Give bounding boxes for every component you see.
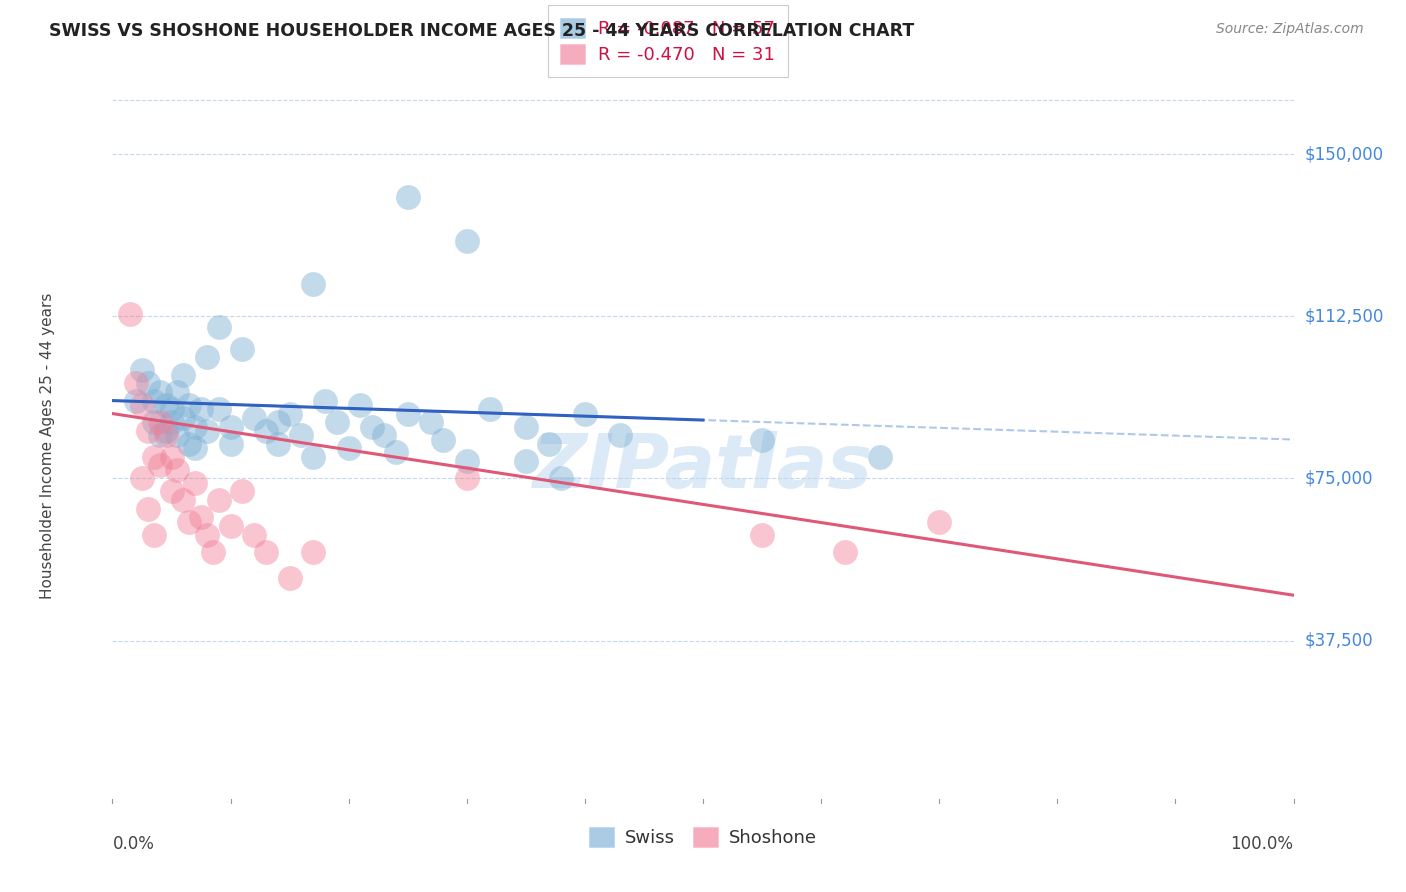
Point	[201, 545, 224, 559]
Text: $150,000: $150,000	[1305, 145, 1384, 163]
Point	[267, 437, 290, 451]
Point	[160, 402, 183, 417]
Point	[869, 450, 891, 464]
Point	[179, 398, 201, 412]
Point	[267, 415, 290, 429]
Point	[538, 437, 561, 451]
Point	[166, 463, 188, 477]
Point	[155, 428, 177, 442]
Point	[361, 419, 384, 434]
Point	[149, 458, 172, 473]
Point	[751, 527, 773, 541]
Point	[125, 376, 148, 391]
Point	[208, 493, 231, 508]
Point	[574, 407, 596, 421]
Point	[254, 424, 277, 438]
Point	[190, 402, 212, 417]
Point	[166, 428, 188, 442]
Point	[149, 415, 172, 429]
Text: 0.0%: 0.0%	[112, 835, 155, 853]
Point	[326, 415, 349, 429]
Point	[172, 493, 194, 508]
Point	[479, 402, 502, 417]
Legend: Swiss, Shoshone: Swiss, Shoshone	[582, 820, 824, 855]
Point	[125, 393, 148, 408]
Point	[142, 527, 165, 541]
Point	[550, 471, 572, 485]
Point	[609, 428, 631, 442]
Point	[166, 384, 188, 399]
Point	[219, 519, 242, 533]
Point	[349, 398, 371, 412]
Point	[155, 424, 177, 438]
Point	[278, 571, 301, 585]
Point	[136, 376, 159, 391]
Point	[302, 277, 325, 291]
Point	[120, 307, 142, 321]
Point	[131, 471, 153, 485]
Point	[751, 433, 773, 447]
Point	[456, 471, 478, 485]
Point	[314, 393, 336, 408]
Point	[160, 450, 183, 464]
Point	[184, 475, 207, 490]
Point	[373, 428, 395, 442]
Point	[160, 484, 183, 499]
Point	[149, 428, 172, 442]
Point	[254, 545, 277, 559]
Point	[432, 433, 454, 447]
Text: ZIPatlas: ZIPatlas	[533, 431, 873, 504]
Text: $75,000: $75,000	[1305, 469, 1374, 487]
Point	[396, 190, 419, 204]
Point	[302, 450, 325, 464]
Point	[142, 415, 165, 429]
Point	[195, 351, 218, 365]
Point	[243, 527, 266, 541]
Point	[302, 545, 325, 559]
Point	[456, 454, 478, 468]
Point	[396, 407, 419, 421]
Point	[131, 398, 153, 412]
Text: 100.0%: 100.0%	[1230, 835, 1294, 853]
Point	[172, 410, 194, 425]
Point	[385, 445, 408, 459]
Point	[195, 527, 218, 541]
Text: SWISS VS SHOSHONE HOUSEHOLDER INCOME AGES 25 - 44 YEARS CORRELATION CHART: SWISS VS SHOSHONE HOUSEHOLDER INCOME AGE…	[49, 22, 914, 40]
Point	[195, 424, 218, 438]
Text: $112,500: $112,500	[1305, 307, 1384, 326]
Point	[184, 441, 207, 455]
Point	[142, 393, 165, 408]
Point	[928, 515, 950, 529]
Point	[208, 320, 231, 334]
Text: Householder Income Ages 25 - 44 years: Householder Income Ages 25 - 44 years	[39, 293, 55, 599]
Point	[172, 368, 194, 382]
Point	[278, 407, 301, 421]
Point	[420, 415, 443, 429]
Point	[179, 437, 201, 451]
Point	[290, 428, 312, 442]
Point	[456, 234, 478, 248]
Point	[131, 363, 153, 377]
Point	[184, 419, 207, 434]
Point	[515, 454, 537, 468]
Point	[142, 450, 165, 464]
Point	[149, 384, 172, 399]
Point	[515, 419, 537, 434]
Point	[231, 342, 253, 356]
Point	[179, 515, 201, 529]
Point	[190, 510, 212, 524]
Text: $37,500: $37,500	[1305, 632, 1374, 649]
Text: Source: ZipAtlas.com: Source: ZipAtlas.com	[1216, 22, 1364, 37]
Point	[834, 545, 856, 559]
Point	[160, 415, 183, 429]
Point	[155, 398, 177, 412]
Point	[219, 437, 242, 451]
Point	[337, 441, 360, 455]
Point	[208, 402, 231, 417]
Point	[219, 419, 242, 434]
Point	[231, 484, 253, 499]
Point	[136, 501, 159, 516]
Point	[243, 410, 266, 425]
Point	[136, 424, 159, 438]
